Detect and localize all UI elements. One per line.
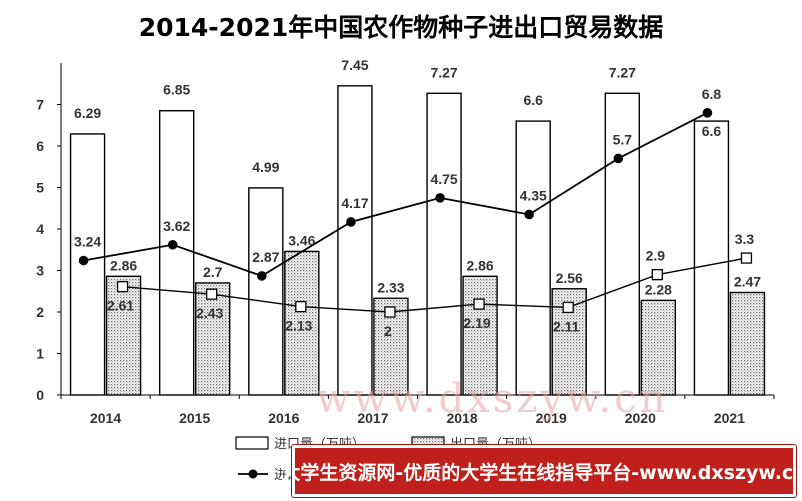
bar-import (158, 110, 195, 396)
bar-import (426, 92, 462, 396)
bar-import (248, 187, 284, 396)
x-tick-label: 2021 (714, 410, 745, 426)
legend-swatch-import (235, 436, 269, 450)
line-point-square (562, 301, 574, 314)
bar-export (729, 291, 766, 396)
bars (69, 85, 766, 396)
x-tick-label: 2014 (90, 410, 121, 426)
label-line-square: 2.43 (196, 305, 223, 321)
bar-export (284, 250, 320, 396)
chart-title: 2014-2021年中国农作物种子进出口贸易数据 (139, 13, 664, 42)
label-export: 2.86 (110, 257, 137, 273)
line-point-circle (257, 271, 267, 281)
label-import: 6.29 (74, 105, 101, 121)
line-series-circle (83, 111, 708, 277)
label-line-square: 2.13 (285, 318, 312, 334)
label-line-circle: 4.75 (430, 171, 457, 187)
bar-export (462, 275, 498, 396)
line-point-square (740, 252, 753, 264)
label-line-circle: 4.17 (341, 195, 368, 211)
bar-export (105, 275, 142, 396)
label-import: 4.99 (252, 159, 279, 175)
line-point-square (384, 306, 396, 318)
label-line-square: 2.19 (463, 315, 490, 331)
label-export: 2.7 (203, 264, 223, 280)
label-export: 2.56 (556, 270, 583, 286)
bar-export (194, 282, 231, 396)
lines (78, 108, 753, 318)
label-line-square: 3.3 (735, 231, 755, 247)
x-tick-label: 2015 (179, 410, 210, 426)
bar-import (515, 120, 551, 396)
line-point-square (651, 268, 663, 281)
label-import: 6.85 (163, 82, 190, 98)
label-line-square: 2.11 (553, 318, 580, 334)
line-series-square (122, 257, 747, 313)
y-tick-label: 1 (36, 346, 44, 362)
label-import: 7.27 (430, 64, 457, 80)
y-tick-label: 4 (36, 221, 44, 237)
line-point-square (206, 288, 218, 300)
x-tick-label: 2017 (357, 410, 388, 426)
label-line-circle: 2.87 (252, 249, 279, 265)
watermark: www.dxszyw.cn (316, 376, 668, 422)
line-point-square (295, 300, 307, 313)
label-line-circle: 6.8 (702, 86, 722, 102)
y-tick-label: 5 (36, 180, 44, 196)
line-point-circle (435, 193, 445, 203)
promo-banner[interactable]: 大学生资源网-优质的大学生在线指导平台-www.dxszyw.cn (281, 444, 802, 498)
data-labels: 6.29 6.85 4.99 7.45 7.27 6.6 7.27 6.6 2.86 2.7 3.4… (74, 57, 761, 339)
bar-export (640, 299, 677, 396)
legend-marker-circle (248, 469, 258, 479)
label-export: 2.28 (645, 281, 672, 297)
line-point-square (473, 298, 485, 310)
label-line-circle: 4.35 (520, 187, 547, 203)
line-point-circle (702, 108, 713, 118)
label-import: 7.27 (609, 64, 636, 80)
y-tick-label: 0 (36, 387, 44, 403)
line-point-square (116, 281, 129, 293)
label-line-square: 2.61 (107, 298, 134, 314)
x-tick-label: 2016 (268, 410, 299, 426)
label-import: 7.45 (341, 57, 368, 73)
label-line-square: 2 (384, 323, 392, 339)
label-import: 6.6 (523, 92, 543, 108)
label-line-circle: 3.24 (74, 234, 101, 250)
line-point-circle (613, 153, 624, 164)
bar-import (69, 133, 106, 396)
line-point-circle (524, 209, 534, 220)
promo-banner-text: 大学生资源网-优质的大学生在线指导平台-www.dxszyw.cn (281, 461, 802, 484)
label-line-square: 2.9 (646, 248, 666, 264)
line-point-circle (78, 255, 89, 266)
y-tick-label: 6 (36, 138, 44, 154)
y-tick-label: 3 (36, 263, 44, 279)
y-tick-label: 7 (36, 97, 44, 113)
bar-import (604, 92, 641, 396)
label-import: 6.6 (702, 123, 722, 139)
label-line-circle: 3.62 (163, 218, 190, 234)
bar-import (693, 120, 730, 396)
x-tick-label: 2020 (625, 410, 656, 426)
x-tick-label: 2019 (536, 410, 567, 426)
line-point-circle (346, 217, 356, 227)
label-export: 2.86 (466, 257, 493, 273)
label-line-circle: 5.7 (613, 131, 633, 147)
label-export: 3.46 (288, 232, 315, 248)
line-point-circle (167, 239, 178, 250)
bar-import (337, 85, 373, 396)
label-export: 2.33 (377, 279, 404, 295)
label-export: 2.47 (734, 273, 761, 289)
axes: 0 1 2 3 4 5 6 7 2014 2015 2016 2017 2018 2019 2020 2021 (36, 63, 775, 426)
y-tick-label: 2 (36, 304, 44, 320)
x-tick-label: 2018 (446, 410, 477, 426)
